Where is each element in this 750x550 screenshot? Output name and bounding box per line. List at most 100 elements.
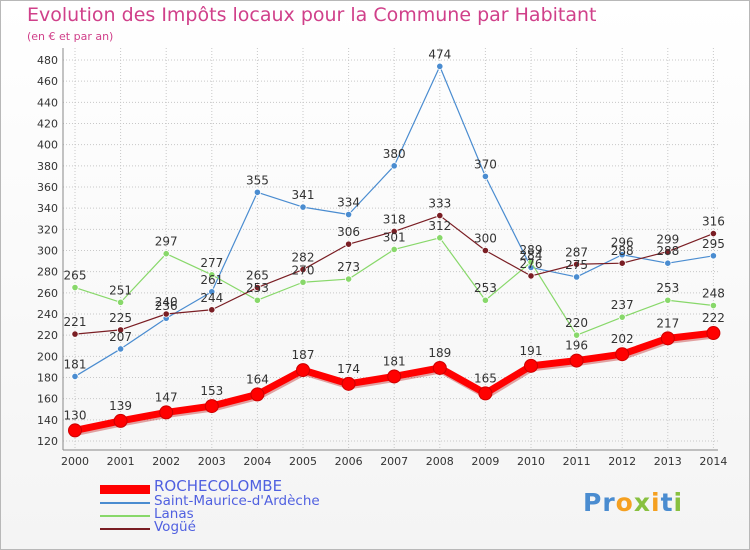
data-point	[113, 413, 128, 428]
data-point	[572, 273, 581, 281]
data-point	[208, 271, 216, 279]
data-label: 270	[292, 263, 315, 277]
data-label: 287	[565, 245, 588, 259]
data-label: 370	[474, 157, 497, 171]
data-point	[344, 275, 353, 283]
data-label: 334	[337, 196, 360, 210]
data-point	[162, 310, 170, 318]
data-label: 251	[109, 283, 132, 297]
data-point	[478, 386, 493, 401]
x-tick-label: 2001	[107, 455, 135, 468]
data-label: 276	[520, 257, 543, 271]
x-tick-label: 2010	[517, 455, 545, 468]
data-label: 181	[383, 354, 406, 368]
data-label: 301	[383, 230, 406, 244]
y-tick-label: 380	[37, 160, 58, 173]
data-point	[709, 301, 718, 310]
data-point	[390, 245, 398, 254]
data-label: 181	[64, 357, 87, 371]
data-label: 288	[611, 244, 634, 258]
logo-letter: o	[615, 488, 634, 517]
data-label: 221	[64, 315, 87, 329]
data-point	[344, 210, 353, 219]
data-label: 312	[428, 219, 451, 233]
x-tick-label: 2014	[699, 455, 727, 468]
data-label: 153	[200, 384, 223, 398]
data-label: 253	[656, 281, 679, 295]
data-point	[618, 259, 626, 267]
chart-title: Evolution des Impôts locaux pour la Comm…	[27, 4, 597, 26]
y-tick-label: 440	[37, 96, 58, 109]
data-label: 284	[520, 248, 543, 262]
data-point	[432, 360, 447, 375]
data-label: 164	[246, 372, 269, 386]
data-point	[117, 298, 125, 306]
data-point	[436, 211, 444, 220]
data-label: 265	[64, 269, 87, 283]
x-tick-label: 2008	[426, 455, 454, 468]
data-point	[250, 387, 265, 402]
x-tick-label: 2013	[654, 455, 682, 468]
data-point	[481, 246, 489, 255]
data-point	[436, 62, 444, 70]
y-tick-label: 160	[37, 393, 58, 406]
x-tick-label: 2002	[152, 455, 180, 468]
data-point	[390, 162, 398, 170]
data-label: 130	[64, 408, 87, 422]
data-label: 196	[565, 339, 588, 353]
data-point	[569, 353, 584, 368]
grid	[63, 48, 718, 450]
y-tick-label: 400	[37, 139, 58, 152]
logo-letter: P	[583, 488, 603, 517]
data-label: 333	[428, 197, 451, 211]
legend-swatch	[100, 485, 150, 494]
data-label: 277	[200, 256, 223, 270]
data-point	[615, 347, 630, 362]
x-tick-label: 2007	[380, 455, 408, 468]
data-label: 244	[200, 291, 223, 305]
data-point	[253, 188, 261, 196]
y-tick-label: 260	[37, 287, 58, 300]
x-tick-label: 2012	[608, 455, 636, 468]
data-label: 253	[474, 281, 497, 295]
data-point	[664, 296, 672, 304]
data-point	[664, 259, 672, 267]
data-point	[117, 345, 125, 353]
x-tick-label: 2004	[243, 455, 271, 468]
y-tick-label: 120	[37, 435, 58, 448]
data-point	[71, 330, 79, 338]
data-point	[162, 250, 170, 258]
data-point	[481, 296, 489, 304]
chart-subtitle: (en € et par an)	[27, 30, 114, 43]
logo-letter: r	[602, 488, 616, 517]
y-tick-label: 220	[37, 329, 58, 342]
data-point	[299, 203, 307, 211]
data-label: 380	[383, 147, 406, 161]
legend-swatch	[100, 515, 150, 517]
data-label: 147	[155, 390, 178, 404]
data-label: 275	[565, 258, 588, 272]
legend-label: ROCHECOLOMBE	[154, 477, 283, 495]
data-point	[68, 423, 82, 438]
data-point	[618, 251, 626, 259]
data-labels: 1812072362613553413343804743702842752962…	[64, 47, 725, 422]
data-label: 174	[337, 362, 360, 376]
data-label: 165	[474, 371, 497, 385]
data-label: 282	[292, 251, 315, 265]
data-point	[572, 260, 581, 268]
data-point	[390, 227, 398, 236]
data-label: 207	[109, 330, 132, 344]
data-label: 225	[109, 311, 132, 325]
data-label: 299	[656, 233, 679, 247]
data-label: 240	[155, 295, 178, 309]
logo-letter: x	[633, 488, 651, 517]
data-point	[341, 376, 356, 391]
data-point	[527, 258, 535, 266]
y-tick-label: 280	[37, 266, 58, 279]
data-point	[618, 313, 626, 321]
data-point	[527, 272, 535, 280]
data-point	[296, 363, 310, 378]
y-tick-label: 240	[37, 308, 58, 321]
